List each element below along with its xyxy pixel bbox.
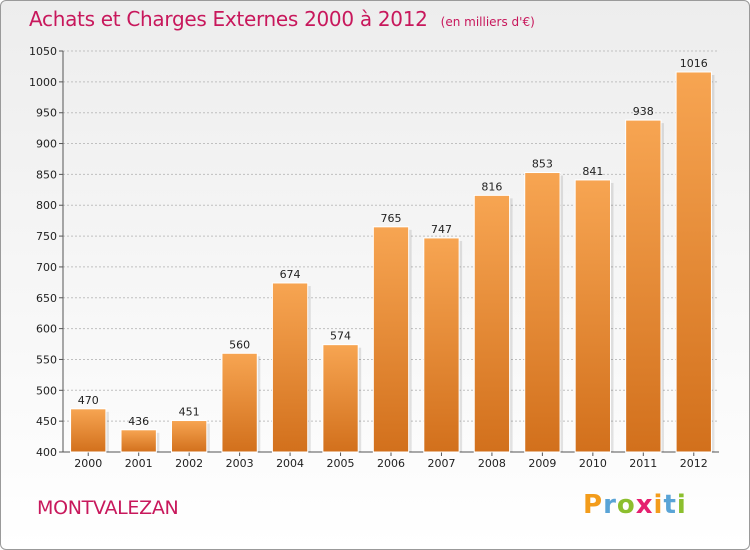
bar-2002[interactable] xyxy=(170,420,208,453)
chart-unit-label: (en milliers d'€) xyxy=(440,15,535,29)
bar-value-label: 816 xyxy=(481,180,502,193)
y-tick-label: 700 xyxy=(36,261,57,274)
logo-letter: o xyxy=(616,490,636,520)
bar-value-label: 747 xyxy=(431,223,452,236)
logo-letter: x xyxy=(635,490,654,520)
logo-letter: i xyxy=(676,490,687,520)
bar-value-label: 938 xyxy=(633,105,654,118)
x-tick-label: 2003 xyxy=(226,457,254,470)
y-tick-label: 1050 xyxy=(29,45,57,58)
logo-letter: i xyxy=(653,490,664,520)
x-tick-label: 2000 xyxy=(74,457,102,470)
x-tick-label: 2006 xyxy=(377,457,405,470)
y-tick-label: 850 xyxy=(36,168,57,181)
proxiti-logo[interactable]: Proxiti xyxy=(583,490,687,520)
bar-value-label: 841 xyxy=(582,165,603,178)
bars xyxy=(70,71,715,453)
x-tick-label: 2012 xyxy=(680,457,708,470)
chart-title-block: Achats et Charges Externes 2000 à 2012 (… xyxy=(29,7,535,31)
bar-2012[interactable] xyxy=(675,71,712,453)
bar-value-label: 1016 xyxy=(680,57,708,70)
bar-2003[interactable] xyxy=(221,352,258,453)
logo-letter: r xyxy=(603,490,617,520)
bar-value-label: 853 xyxy=(532,158,553,171)
y-tick-label: 650 xyxy=(36,292,57,305)
bar-value-label: 765 xyxy=(381,212,402,225)
x-tick-label: 2008 xyxy=(478,457,506,470)
logo-letter: t xyxy=(663,490,677,520)
x-tick-label: 2002 xyxy=(175,457,203,470)
y-tick-label: 450 xyxy=(36,415,57,428)
bar-2005[interactable] xyxy=(322,344,359,453)
bar-2004[interactable] xyxy=(271,282,309,453)
x-tick-label: 2010 xyxy=(579,457,607,470)
bar-2008[interactable] xyxy=(473,194,511,453)
x-tick-label: 2007 xyxy=(427,457,455,470)
logo-letter: P xyxy=(583,490,604,520)
bar-value-label: 560 xyxy=(229,338,250,351)
bar-value-label: 436 xyxy=(128,415,149,428)
bar-2006[interactable] xyxy=(372,226,410,453)
bar-value-label: 674 xyxy=(280,268,301,281)
town-name: MONTVALEZAN xyxy=(37,497,179,519)
bar-2000[interactable] xyxy=(70,408,107,453)
bar-value-label: 451 xyxy=(179,406,200,419)
y-tick-label: 950 xyxy=(36,107,57,120)
bar-value-label: 574 xyxy=(330,330,351,343)
y-tick-label: 750 xyxy=(36,230,57,243)
chart-title: Achats et Charges Externes 2000 à 2012 xyxy=(29,7,428,31)
bar-2010[interactable] xyxy=(574,179,612,453)
y-tick-label: 500 xyxy=(36,384,57,397)
bar-2007[interactable] xyxy=(423,237,460,453)
y-tick-label: 400 xyxy=(36,446,57,459)
bar-2011[interactable] xyxy=(625,119,662,453)
x-tick-label: 2004 xyxy=(276,457,304,470)
y-tick-label: 800 xyxy=(36,199,57,212)
x-tick-label: 2005 xyxy=(327,457,355,470)
labels: 400 450 500 550 600 650 700 750 800 850 900 950 1000… xyxy=(29,45,708,470)
x-tick-label: 2009 xyxy=(528,457,556,470)
y-tick-label: 600 xyxy=(36,323,57,336)
bar-value-label: 470 xyxy=(78,394,99,407)
y-tick-label: 1000 xyxy=(29,76,57,89)
x-tick-label: 2001 xyxy=(125,457,153,470)
bar-2001[interactable] xyxy=(120,429,157,453)
y-tick-label: 900 xyxy=(36,138,57,151)
y-tick-label: 550 xyxy=(36,353,57,366)
bar-2009[interactable] xyxy=(524,172,561,453)
x-tick-label: 2011 xyxy=(629,457,657,470)
